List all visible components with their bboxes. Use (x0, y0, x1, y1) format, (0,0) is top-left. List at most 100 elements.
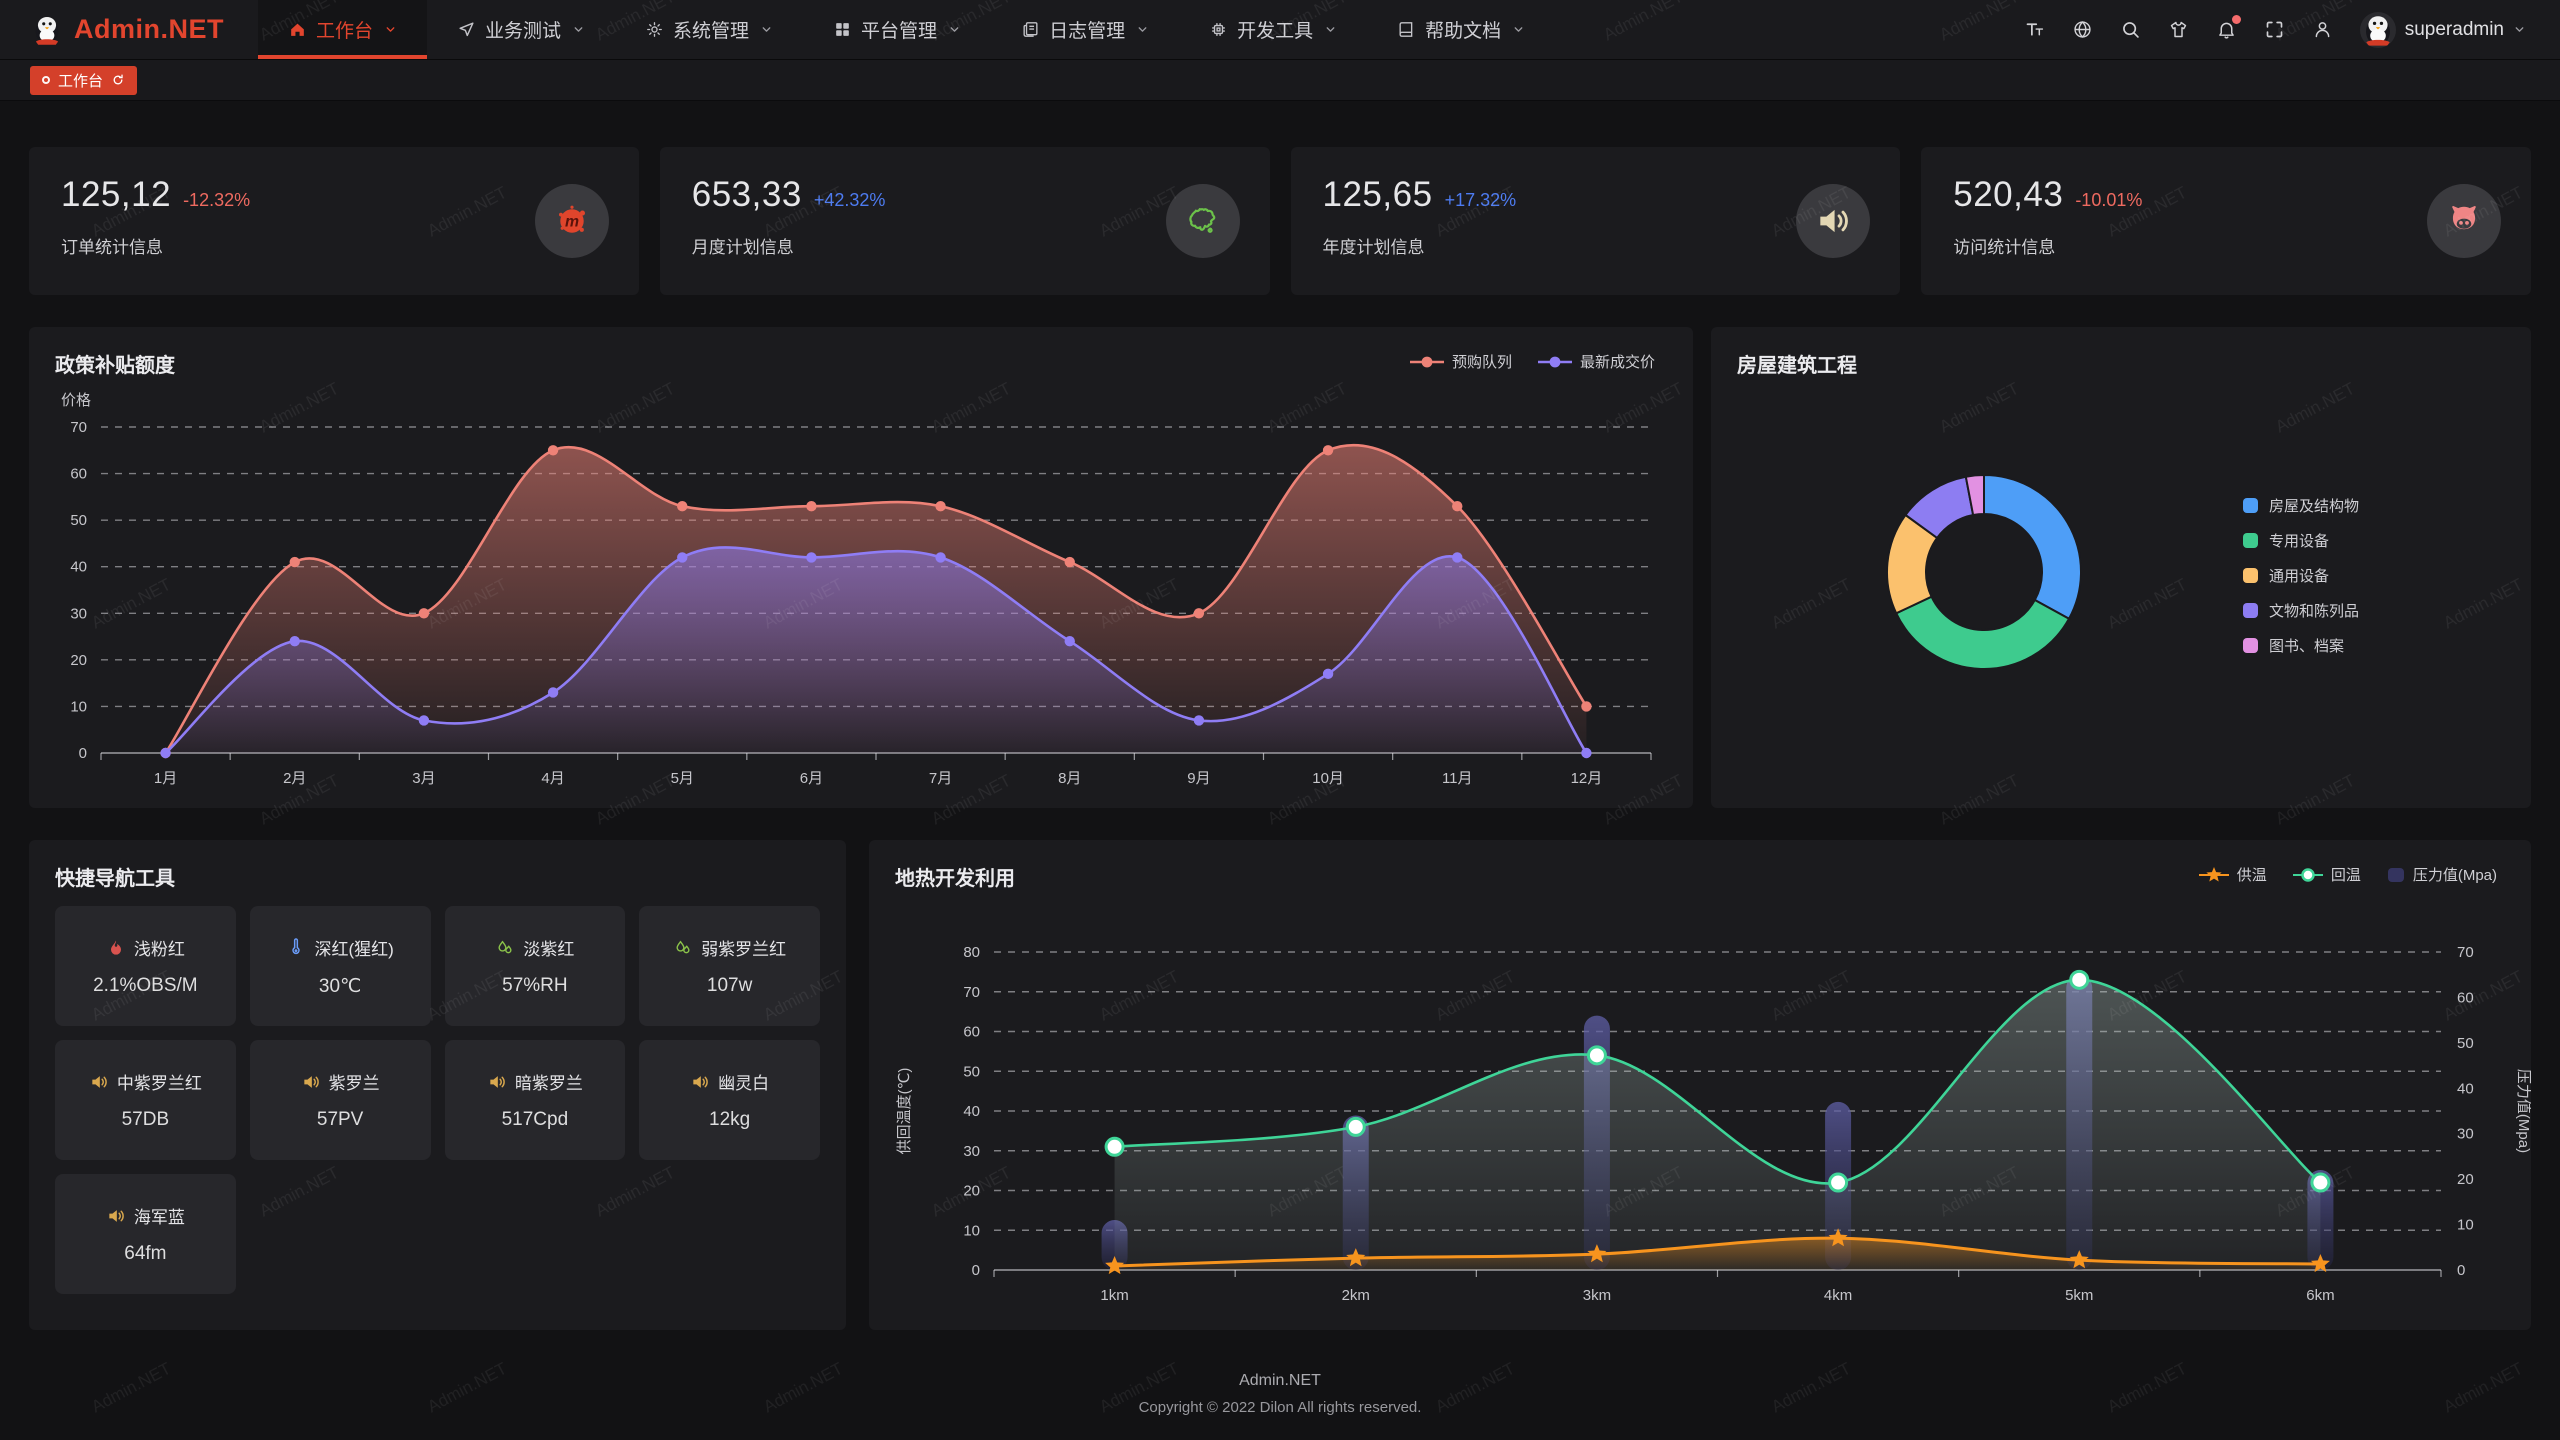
app-logo[interactable]: Admin.NET (0, 0, 258, 59)
nav-item-business-test[interactable]: 业务测试 (427, 0, 615, 59)
quick-nav-tile[interactable]: 暗紫罗兰 517Cpd (444, 1040, 626, 1160)
svg-text:12月: 12月 (1571, 770, 1603, 787)
quick-nav-tile[interactable]: 幽灵白 12kg (639, 1040, 820, 1160)
legend-item[interactable]: 最新成交价 (1537, 351, 1655, 372)
nav-item-platform-admin[interactable]: 平台管理 (803, 0, 991, 59)
chevron-down-icon (760, 23, 773, 36)
bell-icon (2216, 19, 2237, 40)
bottom-row: 快捷导航工具 浅粉红 2.1%OBS/M 深红(猩红) 30℃ 淡紫红 57%R… (29, 840, 2531, 1330)
svg-text:70: 70 (2457, 944, 2474, 961)
tile-value: 57%RH (502, 975, 568, 996)
chevron-down-icon (1136, 23, 1149, 36)
svg-text:50: 50 (2457, 1035, 2474, 1052)
legend-item[interactable]: 压力值(Mpa) (2387, 864, 2497, 885)
stat-delta: +17.32% (1444, 190, 1517, 210)
subsidy-chart-legend: 预购队列 最新成交价 (1409, 351, 1655, 372)
chevron-down-icon (572, 23, 585, 36)
speaker-icon (690, 1072, 710, 1092)
svg-text:0: 0 (2457, 1262, 2465, 1279)
stat-label: 年度计划信息 (1322, 238, 1425, 257)
svg-text:2月: 2月 (283, 770, 306, 787)
fullscreen-icon[interactable] (2264, 19, 2285, 40)
panel-title: 房屋建筑工程 (1737, 355, 1857, 377)
nav-item-label: 业务测试 (485, 21, 562, 42)
svg-text:4km: 4km (1824, 1287, 1852, 1304)
tile-name: 幽灵白 (718, 1074, 770, 1093)
quick-nav-tile[interactable]: 海军蓝 64fm (55, 1174, 236, 1294)
chip-icon (1209, 20, 1228, 39)
font-size-icon[interactable] (2024, 19, 2045, 40)
quick-nav-tile[interactable]: 浅粉红 2.1%OBS/M (55, 906, 236, 1026)
svg-text:5km: 5km (2065, 1287, 2093, 1304)
tile-value: 107w (706, 975, 753, 996)
tile-value: 57DB (121, 1109, 170, 1130)
svg-text:5月: 5月 (671, 770, 694, 787)
building-donut-chart (1886, 473, 2082, 670)
brand-name: Admin.NET (74, 14, 224, 44)
language-icon[interactable] (2072, 19, 2093, 40)
quick-nav-tile[interactable]: 紫罗兰 57PV (249, 1040, 431, 1160)
quick-nav-tile[interactable]: 弱紫罗兰红 107w (639, 906, 820, 1026)
svg-text:30: 30 (70, 605, 87, 622)
stat-value: 653,33 (691, 175, 802, 214)
legend-item[interactable]: 图书、档案 (2243, 635, 2359, 656)
legend-item[interactable]: 预购队列 (1409, 351, 1512, 372)
document-icon (1021, 20, 1040, 39)
notification-bell-icon[interactable] (2216, 15, 2241, 40)
tile-name: 弱紫罗兰红 (701, 940, 787, 959)
chevron-down-icon (2513, 23, 2526, 36)
avatar (2359, 11, 2396, 48)
nav-item-help-docs[interactable]: 帮助文档 (1367, 0, 1555, 59)
theme-shirt-icon[interactable] (2168, 19, 2189, 40)
stat-icon-circle: m (534, 184, 609, 258)
svg-text:3km: 3km (1583, 1287, 1611, 1304)
chevron-down-icon (1324, 23, 1337, 36)
svg-text:4月: 4月 (541, 770, 564, 787)
send-icon (457, 20, 476, 39)
refresh-icon[interactable] (111, 73, 125, 87)
legend-item[interactable]: 回温 (2292, 864, 2361, 885)
quick-nav-grid: 浅粉红 2.1%OBS/M 深红(猩红) 30℃ 淡紫红 57%RH 弱紫罗兰红… (55, 906, 820, 1294)
tile-name: 深红(猩红) (314, 939, 394, 959)
svg-text:60: 60 (70, 466, 87, 483)
china-map-icon (1184, 202, 1222, 240)
svg-text:50: 50 (963, 1063, 980, 1080)
speaker-icon (487, 1072, 507, 1092)
tile-name: 浅粉红 (133, 940, 185, 959)
dashboard: 125,12 -12.32% 订单统计信息 m 653,33 +42.32% 月… (0, 147, 2560, 1416)
svg-text:40: 40 (963, 1103, 980, 1120)
nav-item-system-admin[interactable]: 系统管理 (615, 0, 803, 59)
legend-item[interactable]: 文物和陈列品 (2243, 600, 2359, 621)
charts-row: 政策补贴额度 预购队列 最新成交价 0 10 20 30 40 50 60 70 价格 1月 2月 3月… (29, 327, 2531, 808)
svg-text:10: 10 (963, 1222, 980, 1239)
geothermal-dual-axis-chart: 0 10 20 30 40 50 60 70 80 0 10 20 30 40 50 60 70 1km 2km 3k… (896, 944, 2531, 1304)
nav-item-log-admin[interactable]: 日志管理 (991, 0, 1179, 59)
nav-item-dev-tools[interactable]: 开发工具 (1179, 0, 1367, 59)
svg-text:50: 50 (70, 512, 87, 529)
stat-card-annual-plan: 125,65 +17.32% 年度计划信息 (1290, 147, 1901, 295)
legend-item[interactable]: 供温 (2198, 864, 2267, 885)
svg-text:60: 60 (963, 1024, 980, 1041)
donut-legend: 房屋及结构物 专用设备通用设备文物和陈列品 图书、档案 (2243, 495, 2359, 656)
tab-workbench[interactable]: 工作台 (30, 65, 138, 95)
quick-nav-tile[interactable]: 深红(猩红) 30℃ (249, 906, 431, 1026)
quick-nav-tile[interactable]: 中紫罗兰红 57DB (55, 1040, 236, 1160)
tile-value: 57PV (316, 1109, 364, 1130)
svg-text:8月: 8月 (1058, 770, 1081, 787)
user-menu[interactable]: superadmin (2359, 11, 2526, 48)
footer-copyright: Copyright © 2022 Dilon All rights reserv… (1138, 1399, 1422, 1416)
search-icon[interactable] (2120, 19, 2141, 40)
legend-item[interactable]: 通用设备 (2243, 565, 2359, 586)
legend-item[interactable]: 房屋及结构物 (2243, 495, 2359, 516)
tile-name: 紫罗兰 (328, 1074, 380, 1093)
legend-item[interactable]: 专用设备 (2243, 530, 2359, 551)
quick-nav-tile[interactable]: 淡紫红 57%RH (444, 906, 626, 1026)
nav-item-workbench[interactable]: 工作台 (258, 0, 428, 59)
svg-text:3月: 3月 (412, 770, 435, 787)
nav-item-label: 开发工具 (1237, 21, 1314, 42)
nav-item-label: 工作台 (316, 21, 374, 42)
profile-icon[interactable] (2312, 19, 2333, 40)
svg-text:1月: 1月 (154, 770, 177, 787)
svg-text:0: 0 (972, 1262, 980, 1279)
svg-text:70: 70 (70, 419, 87, 436)
